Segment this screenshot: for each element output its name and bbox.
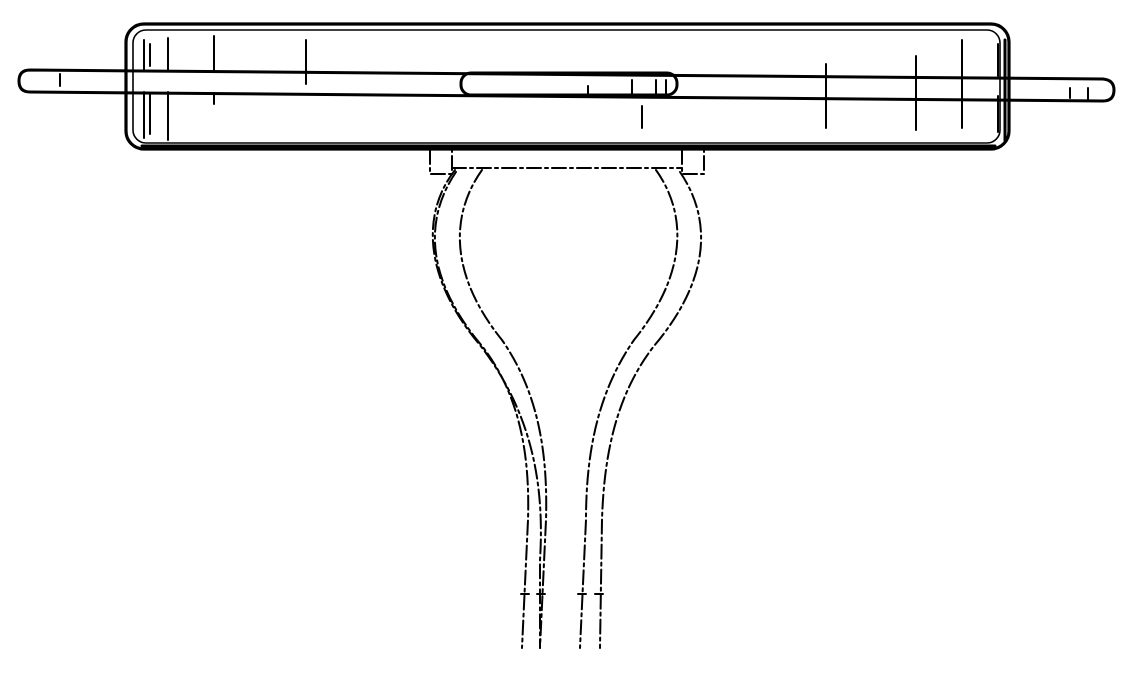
left-connector	[430, 150, 452, 174]
right-connector	[682, 150, 704, 174]
housing-inner-outline	[133, 30, 1000, 143]
housing-outer-outline	[126, 24, 1009, 149]
left-strap-line-1	[435, 172, 528, 648]
phantom-strap	[430, 150, 704, 648]
rod	[19, 70, 1114, 101]
right-strap-line-1	[580, 170, 677, 648]
housing-body	[126, 24, 1009, 149]
right-strap-line-2	[600, 172, 701, 648]
left-strap-line-2	[460, 170, 546, 648]
